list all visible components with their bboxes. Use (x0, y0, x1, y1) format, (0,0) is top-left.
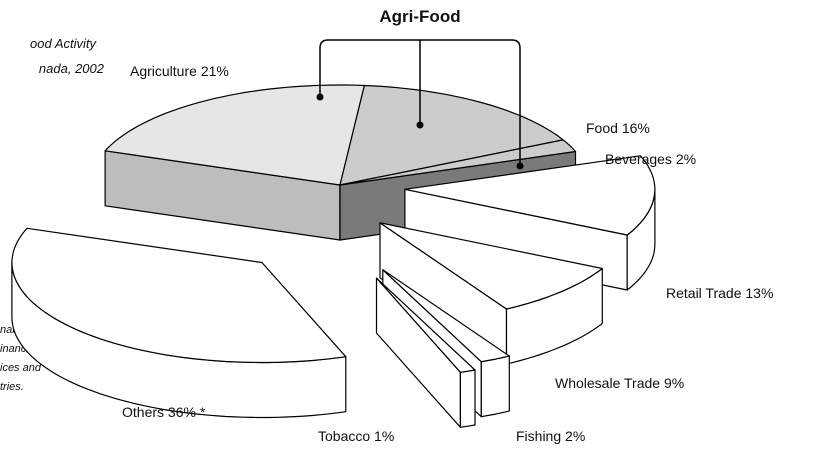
slice-side (459, 369, 476, 428)
value-label: 2% (565, 428, 585, 444)
slice-side (480, 355, 510, 418)
value-label: 13% (745, 285, 773, 301)
value-label: 1% (374, 428, 394, 444)
slice (339, 84, 564, 186)
slice-label: Others 36% * (122, 404, 206, 420)
slice-label: Wholesale Trade 9% (555, 375, 684, 391)
slice-label: Fishing 2% (516, 428, 585, 444)
bracket-dot (516, 162, 524, 170)
slice (375, 277, 476, 373)
slice-label: Beverages 2% (605, 151, 696, 167)
category-name: Tobacco (318, 428, 370, 444)
slice (404, 155, 656, 236)
category-name: Agriculture (130, 63, 197, 79)
bracket-dot (416, 121, 424, 129)
footnote-line: ices and (0, 362, 42, 374)
slice (339, 139, 577, 186)
value-label: 21% (201, 63, 229, 79)
category-name: Retail Trade (666, 285, 742, 301)
annotation: Agri-Food (379, 7, 460, 26)
value-label: 2% (676, 151, 696, 167)
slice-label: Retail Trade 13% (666, 285, 773, 301)
title-line: ood Activity (30, 36, 97, 51)
slice-label: Agriculture 21% (130, 63, 229, 79)
footnote-line: tries. (0, 381, 24, 393)
slice (11, 227, 347, 364)
footnote-marker: * (200, 404, 206, 420)
category-name: Food (586, 120, 618, 136)
slice (104, 84, 365, 186)
slice (379, 222, 603, 310)
category-name: Wholesale Trade (555, 375, 660, 391)
category-name: Others (122, 404, 164, 420)
value-label: 9% (664, 375, 684, 391)
bracket-dot (316, 93, 324, 101)
category-name: Beverages (605, 151, 672, 167)
value-label: 36% (168, 404, 196, 420)
value-label: 16% (622, 120, 650, 136)
category-name: Fishing (516, 428, 561, 444)
title-line: nada, 2002 (39, 61, 105, 76)
bracket (319, 39, 521, 165)
slice-label: Food 16% (586, 120, 650, 136)
slice-label: Tobacco 1% (318, 428, 394, 444)
pie (11, 84, 656, 428)
slice (382, 269, 510, 363)
